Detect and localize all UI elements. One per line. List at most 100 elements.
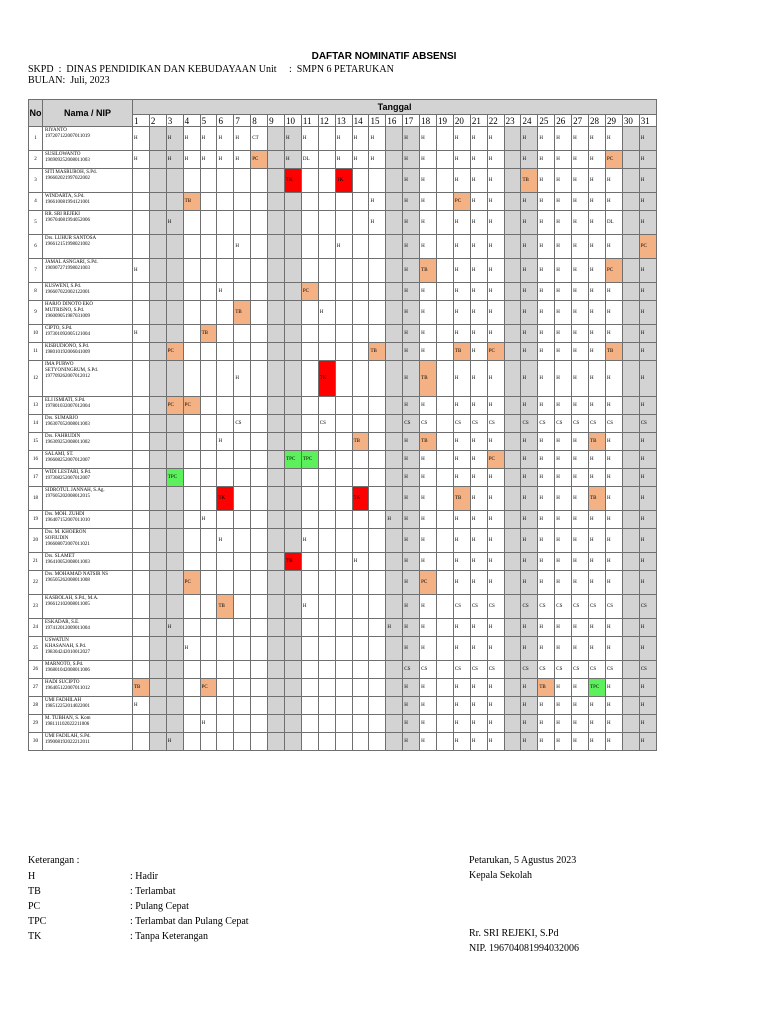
attendance-cell — [250, 258, 269, 283]
attendance-cell: H — [469, 732, 488, 751]
attendance-cell — [148, 696, 167, 715]
attendance-cell: H — [588, 714, 606, 733]
attendance-cell: H — [638, 192, 658, 211]
attendance-cell — [284, 414, 302, 433]
attendance-cell: H — [520, 360, 539, 397]
attendance-cell — [250, 282, 269, 301]
table-row: 29 M. TUBHAN, S. Kom 198111102022211006 H H H… — [28, 714, 658, 733]
employee-nip: 196608072007011021 — [45, 542, 90, 547]
day-header: 8 — [250, 114, 269, 127]
attendance-cell — [351, 210, 370, 235]
attendance-cell — [503, 150, 522, 169]
attendance-cell: H — [402, 678, 421, 697]
employee-name-nip: SALAMI, ST. 196608252007012007 — [42, 450, 133, 469]
attendance-cell: H — [486, 678, 505, 697]
attendance-cell — [199, 234, 218, 259]
attendance-cell — [216, 450, 235, 469]
attendance-cell — [300, 660, 319, 679]
attendance-cell: H — [537, 282, 556, 301]
attendance-cell: H — [554, 528, 573, 553]
attendance-cell: H — [638, 696, 658, 715]
attendance-cell — [165, 594, 184, 619]
attendance-cell: H — [469, 210, 488, 235]
day-header: 15 — [368, 114, 387, 127]
attendance-cell: H — [554, 396, 573, 415]
attendance-cell — [284, 732, 302, 751]
attendance-cell: H — [452, 570, 471, 595]
attendance-cell — [621, 528, 640, 553]
attendance-cell: H — [554, 150, 573, 169]
attendance-cell — [132, 714, 150, 733]
day-header: 27 — [571, 114, 590, 127]
attendance-cell — [148, 258, 167, 283]
employee-name: Drs. MOH. ZUHDI — [45, 512, 85, 517]
row-number: 17 — [28, 468, 43, 487]
attendance-cell: H — [537, 570, 556, 595]
attendance-cell: CT — [250, 126, 269, 151]
employee-name-nip: SIDROTUL JANNAH, S.Ag. 197605202008012015 — [42, 486, 133, 511]
attendance-cell — [148, 342, 167, 361]
attendance-cell: PC — [604, 258, 623, 283]
header-no: No — [28, 99, 43, 127]
attendance-cell — [334, 660, 353, 679]
attendance-cell: H — [537, 168, 556, 193]
attendance-cell: H — [419, 192, 438, 211]
attendance-cell — [216, 396, 235, 415]
attendance-cell — [300, 192, 319, 211]
attendance-cell: H — [571, 168, 590, 193]
attendance-cell: H — [419, 510, 438, 529]
attendance-cell: H — [402, 468, 421, 487]
row-number: 11 — [28, 342, 43, 361]
attendance-cell: H — [216, 126, 235, 151]
attendance-cell: H — [604, 450, 623, 469]
attendance-cell — [317, 618, 336, 637]
attendance-cell: H — [604, 324, 623, 343]
attendance-cell: H — [571, 528, 590, 553]
day-header: 20 — [452, 114, 471, 127]
attendance-cell — [317, 192, 336, 211]
attendance-cell: H — [571, 150, 590, 169]
attendance-cell — [385, 234, 404, 259]
attendance-cell: H — [452, 468, 471, 487]
attendance-cell — [284, 660, 302, 679]
attendance-cell — [250, 636, 269, 661]
attendance-cell — [250, 432, 269, 451]
attendance-cell — [267, 486, 286, 511]
attendance-cell — [284, 594, 302, 619]
attendance-cell: H — [554, 510, 573, 529]
attendance-cell — [250, 510, 269, 529]
attendance-cell: TB — [368, 342, 387, 361]
attendance-cell — [300, 468, 319, 487]
signature-block: Petarukan, 5 Agustus 2023 Kepala Sekolah… — [469, 853, 579, 954]
attendance-cell: H — [486, 300, 505, 325]
attendance-cell: H — [419, 396, 438, 415]
attendance-cell — [216, 660, 235, 679]
employee-name: CIPTO, S.Pd. — [45, 326, 73, 331]
attendance-cell: H — [486, 468, 505, 487]
attendance-cell — [233, 342, 252, 361]
attendance-cell — [385, 300, 404, 325]
attendance-cell: H — [132, 150, 150, 169]
row-number: 23 — [28, 594, 43, 619]
attendance-cell — [267, 210, 286, 235]
employee-name: KASBOLAH, S.Pd., M.A. — [45, 596, 99, 601]
attendance-cell — [233, 432, 252, 451]
attendance-cell: H — [588, 168, 606, 193]
attendance-cell: H — [537, 324, 556, 343]
attendance-cell — [351, 528, 370, 553]
attendance-cell — [436, 450, 454, 469]
attendance-cell — [351, 732, 370, 751]
attendance-cell — [148, 168, 167, 193]
attendance-cell: H — [486, 258, 505, 283]
attendance-cell — [368, 696, 387, 715]
attendance-cell — [132, 570, 150, 595]
attendance-cell — [284, 282, 302, 301]
attendance-cell — [385, 126, 404, 151]
attendance-cell: H — [452, 510, 471, 529]
attendance-cell: H — [588, 150, 606, 169]
attendance-cell: H — [604, 282, 623, 301]
attendance-cell: TB — [588, 432, 606, 451]
attendance-cell — [216, 324, 235, 343]
attendance-cell: TK — [334, 168, 353, 193]
attendance-cell — [621, 552, 640, 571]
